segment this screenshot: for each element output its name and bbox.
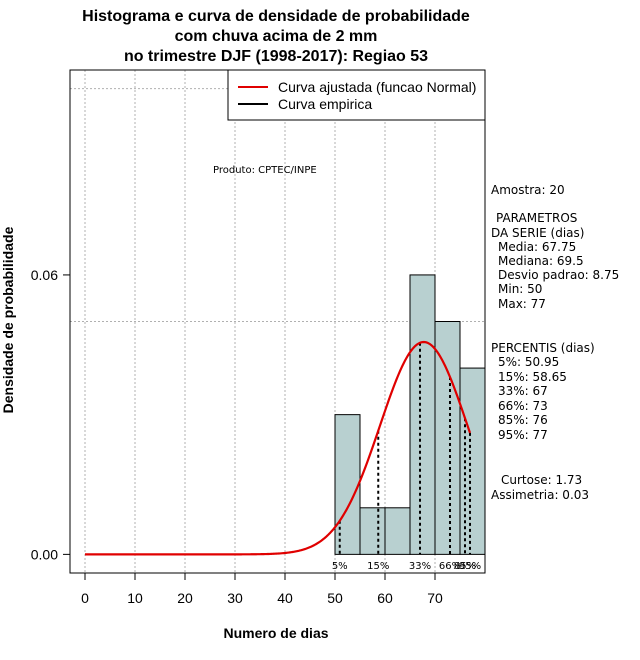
x-tick-label: 50 xyxy=(327,590,343,606)
histogram-bar xyxy=(359,507,386,555)
percentile-15: 15%: 58.65 xyxy=(498,370,567,384)
param-min: Min: 50 xyxy=(498,282,542,296)
y-axis: 0.00 0.06 xyxy=(31,267,70,562)
histogram-bar xyxy=(459,367,486,555)
percentile-66: 66%: 73 xyxy=(498,399,548,413)
param-max: Max: 77 xyxy=(498,297,546,311)
percentile-markers: 5% 15% 33% 66%85%95% xyxy=(332,342,481,572)
percentile-label: 66% xyxy=(439,561,461,572)
legend-box xyxy=(227,69,486,121)
histogram-bar xyxy=(384,507,411,555)
kurtosis: Curtose: 1.73 xyxy=(501,473,582,487)
stats-panel: Amostra: 20 PARAMETROS DA SERIE (dias) M… xyxy=(491,183,619,502)
x-tick-label: 60 xyxy=(377,590,393,606)
product-label: Produto: CPTEC/INPE xyxy=(213,165,317,176)
histogram-bars xyxy=(334,274,486,555)
x-tick-label: 0 xyxy=(81,590,89,606)
percentile-label: 15% xyxy=(367,561,389,572)
skewness: Assimetria: 0.03 xyxy=(491,488,589,502)
y-axis-label: Densidade de probabilidade xyxy=(0,226,16,413)
y-tick-label: 0.06 xyxy=(31,267,58,283)
x-tick-label: 70 xyxy=(427,590,443,606)
percentile-85: 85%: 76 xyxy=(498,413,548,427)
normal-curve xyxy=(85,340,472,556)
x-tick-label: 20 xyxy=(177,590,193,606)
params-header-1: PARAMETROS xyxy=(496,211,577,225)
legend-label-empirical: Curva empirica xyxy=(278,96,372,112)
percentile-label: 85% xyxy=(454,561,476,572)
percentiles-header: PERCENTIS (dias) xyxy=(491,341,595,355)
legend: Curva ajustada (funcao Normal) Curva emp… xyxy=(227,69,486,121)
percentile-label: 5% xyxy=(332,561,348,572)
sample-size: Amostra: 20 xyxy=(491,183,565,197)
histogram-bar xyxy=(334,414,361,555)
histogram-bar xyxy=(434,321,461,555)
legend-label-fitted: Curva ajustada (funcao Normal) xyxy=(278,79,476,95)
percentile-33: 33%: 67 xyxy=(498,384,548,398)
chart-title-line-1: Histograma e curva de densidade de proba… xyxy=(82,8,470,25)
param-mean: Media: 67.75 xyxy=(498,240,576,254)
chart-title-line-3: no trimestre DJF (1998-2017): Regiao 53 xyxy=(124,48,428,65)
percentile-label: 33% xyxy=(409,561,431,572)
params-header-2: DA SERIE (dias) xyxy=(491,226,584,240)
x-tick-label: 10 xyxy=(127,590,143,606)
percentile-label: 95% xyxy=(459,561,481,572)
x-axis-label: Numero de dias xyxy=(223,625,328,641)
param-median: Mediana: 69.5 xyxy=(498,254,584,268)
percentile-5: 5%: 50.95 xyxy=(498,355,559,369)
histogram-bar xyxy=(409,274,436,555)
x-tick-label: 40 xyxy=(277,590,293,606)
x-axis: 0 10 20 30 40 50 60 70 xyxy=(81,572,443,606)
param-sd: Desvio padrao: 8.75 xyxy=(498,268,619,282)
y-tick-label: 0.00 xyxy=(31,546,58,562)
x-tick-label: 30 xyxy=(227,590,243,606)
chart-title-line-2: com chuva acima de 2 mm xyxy=(175,28,378,45)
percentile-95: 95%: 77 xyxy=(498,428,548,442)
